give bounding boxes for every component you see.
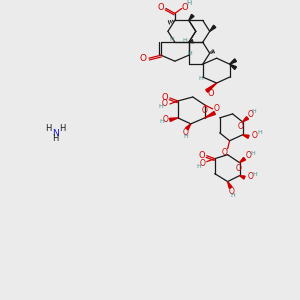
Text: H: H: [159, 104, 163, 110]
Text: O: O: [252, 131, 257, 140]
Polygon shape: [228, 182, 232, 188]
Text: O: O: [248, 110, 254, 119]
Text: H: H: [257, 130, 262, 135]
Text: O: O: [222, 148, 228, 157]
Text: H: H: [183, 134, 188, 139]
Text: O: O: [162, 94, 168, 103]
Text: O: O: [207, 88, 214, 98]
Text: H: H: [188, 51, 192, 56]
Text: O: O: [202, 106, 208, 116]
Polygon shape: [230, 59, 236, 64]
Text: O: O: [229, 187, 235, 196]
Text: O: O: [248, 172, 254, 181]
Polygon shape: [186, 124, 191, 130]
Polygon shape: [242, 135, 249, 138]
Text: H: H: [250, 151, 255, 156]
Polygon shape: [240, 176, 245, 179]
Text: H: H: [45, 124, 52, 133]
Text: O: O: [214, 104, 220, 113]
Text: H: H: [252, 172, 257, 177]
Text: H: H: [196, 164, 201, 169]
Text: O: O: [182, 3, 188, 12]
Polygon shape: [169, 118, 178, 122]
Polygon shape: [189, 14, 194, 20]
Text: O: O: [158, 3, 164, 12]
Text: O: O: [238, 122, 244, 131]
Text: O: O: [246, 151, 251, 160]
Text: O: O: [162, 100, 168, 109]
Text: N: N: [52, 129, 59, 138]
Polygon shape: [206, 83, 217, 92]
Text: H: H: [160, 119, 164, 124]
Text: H: H: [186, 1, 191, 7]
Text: H: H: [59, 124, 66, 133]
Text: O: O: [198, 151, 205, 160]
Polygon shape: [230, 64, 236, 70]
Text: O: O: [183, 128, 189, 137]
Polygon shape: [210, 25, 216, 31]
Polygon shape: [240, 158, 245, 163]
Text: H: H: [198, 76, 203, 81]
Text: H: H: [230, 193, 235, 198]
Polygon shape: [242, 117, 248, 122]
Text: O: O: [236, 164, 242, 173]
Text: O: O: [140, 54, 146, 63]
Text: O: O: [163, 116, 169, 124]
Text: H: H: [182, 38, 187, 43]
Text: H: H: [251, 110, 256, 114]
Text: H: H: [169, 37, 174, 42]
Text: H: H: [52, 134, 58, 143]
Polygon shape: [205, 112, 215, 118]
Text: O: O: [200, 159, 206, 168]
